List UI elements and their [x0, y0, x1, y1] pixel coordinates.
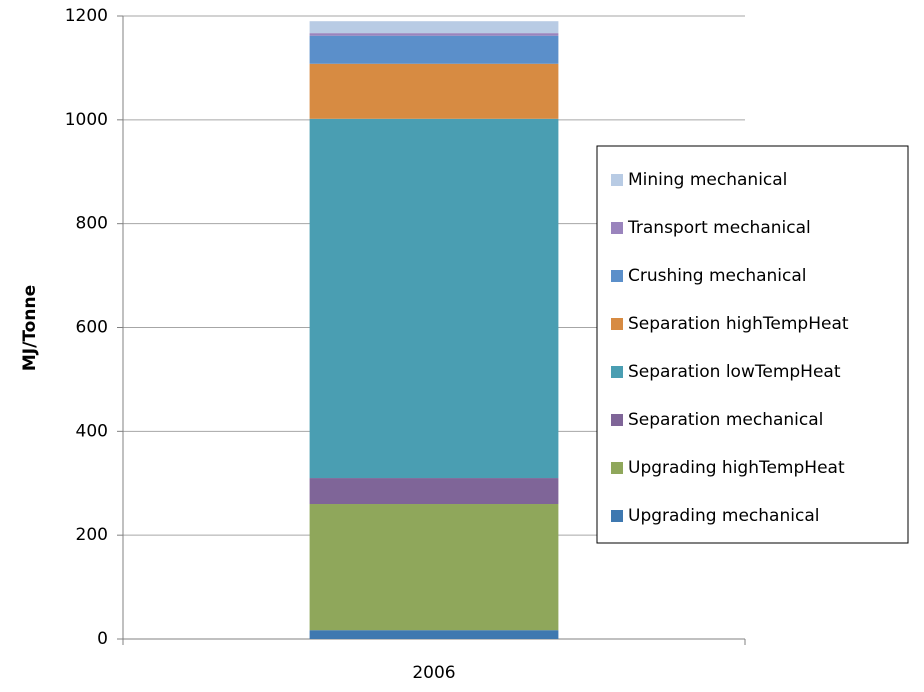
bar-segment	[309, 118, 559, 479]
legend-swatch	[611, 270, 623, 282]
legend-label: Transport mechanical	[627, 218, 811, 238]
legend-swatch	[611, 414, 623, 426]
legend-box	[596, 145, 909, 544]
y-tick-label: 1200	[65, 6, 108, 26]
legend-label: Upgrading mechanical	[628, 506, 819, 526]
x-tick-label: 2006	[412, 663, 455, 683]
y-tick-label: 400	[76, 421, 108, 441]
legend-swatch	[611, 510, 623, 522]
y-tick-label: 800	[76, 214, 108, 234]
legend-label: Upgrading highTempHeat	[628, 458, 845, 478]
y-tick-label: 600	[76, 318, 108, 338]
legend-swatch	[611, 318, 623, 330]
bar-segment	[309, 630, 559, 639]
y-axis-label: MJ/Tonne	[20, 285, 40, 371]
legend-label: Crushing mechanical	[628, 266, 807, 286]
bar-segment	[309, 478, 559, 505]
legend-swatch	[611, 174, 623, 186]
bar-segment	[309, 21, 559, 34]
legend-swatch	[611, 222, 623, 234]
y-tick-label: 1000	[65, 110, 108, 130]
legend-label: Mining mechanical	[628, 170, 787, 190]
y-tick-label: 0	[97, 629, 108, 649]
legend-label: Separation lowTempHeat	[628, 362, 841, 382]
bar-segment	[309, 35, 559, 64]
y-tick-label: 200	[76, 525, 108, 545]
bar-segment	[309, 63, 559, 119]
legend-swatch	[611, 462, 623, 474]
legend-label: Separation mechanical	[628, 410, 823, 430]
legend-swatch	[611, 366, 623, 378]
legend-label: Separation highTempHeat	[628, 314, 849, 334]
bar-segment	[309, 33, 559, 36]
bar-segment	[309, 504, 559, 631]
